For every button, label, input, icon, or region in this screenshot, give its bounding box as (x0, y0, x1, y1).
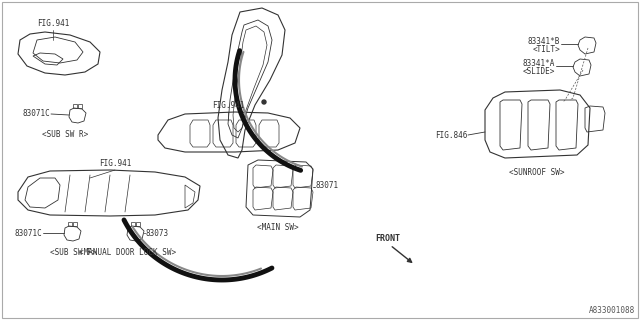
Text: <MANUAL DOOR LOCK SW>: <MANUAL DOOR LOCK SW> (79, 248, 177, 257)
Text: 83071C: 83071C (22, 109, 50, 118)
Text: <TILT>: <TILT> (532, 45, 560, 54)
Text: FIG.941: FIG.941 (212, 101, 244, 110)
Text: FIG.941: FIG.941 (99, 159, 131, 168)
Text: FIG.941: FIG.941 (37, 19, 69, 28)
Text: 83073: 83073 (146, 228, 169, 237)
Text: A833001088: A833001088 (589, 306, 635, 315)
Text: <SLIDE>: <SLIDE> (523, 68, 555, 76)
Text: <SUB SW R>: <SUB SW R> (42, 130, 88, 139)
Circle shape (262, 100, 266, 104)
Text: 83071C: 83071C (14, 228, 42, 237)
Text: <SUNROOF SW>: <SUNROOF SW> (509, 168, 564, 177)
Text: 83341*B: 83341*B (527, 37, 560, 46)
Text: <SUB SW F>: <SUB SW F> (50, 248, 96, 257)
Text: FIG.846: FIG.846 (435, 131, 467, 140)
Text: 83071: 83071 (316, 180, 339, 189)
Text: FRONT: FRONT (375, 234, 400, 243)
Text: 83341*A: 83341*A (523, 60, 555, 68)
Text: <MAIN SW>: <MAIN SW> (257, 223, 299, 232)
